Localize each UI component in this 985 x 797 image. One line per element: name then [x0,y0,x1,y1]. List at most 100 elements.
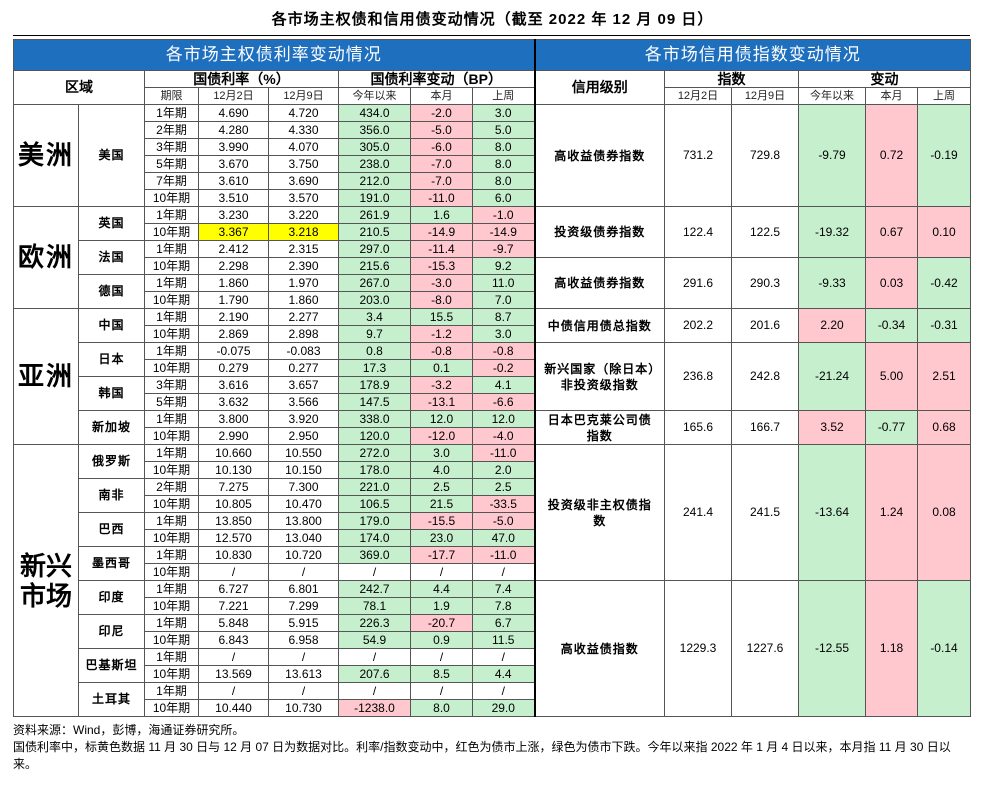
yield-date1-cell: 0.279 [198,359,269,377]
yield-week-cell: -6.6 [472,393,535,411]
term-cell: 1年期 [144,274,199,292]
term-cell: 1年期 [144,580,199,598]
term-cell: 10年期 [144,597,199,615]
yield-week-cell: 29.0 [472,699,535,717]
yield-week-cell: -4.0 [472,427,535,445]
country-label: 美国 [78,104,145,207]
yield-mtd-cell: -0.8 [410,342,473,360]
term-cell: 10年期 [144,495,199,513]
yield-mtd-cell: 21.5 [410,495,473,513]
yield-date1-cell: 2.298 [198,257,269,275]
credit-index-name: 高收益债券指数 [533,257,665,309]
credit-index-name: 高收益债券指数 [533,104,665,207]
credit-ytd-cell: 3.52 [798,410,866,445]
credit-date2-cell: 242.8 [731,342,799,411]
term-cell: 7年期 [144,172,199,190]
term-cell: 10年期 [144,461,199,479]
page-title: 各市场主权债和信用债变动情况（截至 2022 年 12 月 09 日） [271,11,714,28]
yield-week-cell: 11.5 [472,631,535,649]
country-label: 巴西 [78,512,145,547]
yield-week-cell: 8.0 [472,172,535,190]
yield-mtd-cell: -11.4 [410,240,473,258]
yield-week-cell: 6.7 [472,614,535,632]
yield-mtd-cell: -14.9 [410,223,473,241]
yield-mtd-cell: 4.0 [410,461,473,479]
yield-ytd-cell: 297.0 [338,240,411,258]
mtd-header: 本月 [410,87,473,105]
credit-ytd-cell: -9.33 [798,257,866,309]
table-row: 10年期 13.569 13.613 207.6 8.5 4.4 [14,665,971,683]
yield-mtd-cell: 12.0 [410,410,473,428]
yield-mtd-cell: -15.3 [410,257,473,275]
yield-ytd-cell: 9.7 [338,325,411,343]
yield-date2-cell: 7.299 [268,597,339,615]
yield-ytd-cell: 338.0 [338,410,411,428]
yield-mtd-cell: -3.0 [410,274,473,292]
country-label: 日本 [78,342,145,377]
yield-ytd-cell: 191.0 [338,189,411,207]
yield-ytd-cell: 221.0 [338,478,411,496]
yield-week-cell: 8.0 [472,138,535,156]
yield-ytd-cell: 0.8 [338,342,411,360]
region-header: 区域 [13,70,145,105]
yield-date2-cell: 10.550 [268,444,339,462]
term-cell: 10年期 [144,257,199,275]
credit-index-name: 投资级债券指数 [533,206,665,258]
yield-date2-cell: 6.801 [268,580,339,598]
term-cell: 1年期 [144,546,199,564]
yield-date2-cell: 3.750 [268,155,339,173]
yield-date1-cell: 10.440 [198,699,269,717]
yield-date2-cell: 10.470 [268,495,339,513]
table-row: 日本 1年期 -0.075 -0.083 0.8 -0.8 -0.8 新兴国家（除日本）非投资… [14,342,971,411]
yield-date1-cell: 10.130 [198,461,269,479]
yield-date2-cell: 2.950 [268,427,339,445]
term-cell: 5年期 [144,393,199,411]
yield-header: 国债利率（%） [144,70,339,88]
credit-week-cell: 2.51 [917,342,971,411]
yield-mtd-cell: -6.0 [410,138,473,156]
term-cell: 1年期 [144,104,199,122]
credit-index-name: 中债信用债总指数 [533,308,665,343]
table-row: 10年期 2.990 2.950 120.0 -12.0 -4.0 [14,427,971,445]
bond-change-table-wrap: 各市场主权债利率变动情况 各市场信用债指数变动情况 区域 国债利率（%） 国债利… [13,39,971,717]
yield-date1-cell: 12.570 [198,529,269,547]
table-row: 新加坡 1年期 3.800 3.920 338.0 12.0 12.0 日本巴克莱公司债指数 1… [14,410,971,445]
table-row: 巴西 1年期 13.850 13.800 179.0 -15.5 -5.0 [14,512,971,547]
term-cell: 2年期 [144,478,199,496]
yield-mtd-cell: 0.9 [410,631,473,649]
credit-week-cell: -0.14 [917,580,971,717]
country-label: 土耳其 [78,682,145,717]
yield-ytd-cell: 434.0 [338,104,411,122]
yield-date2-cell: 3.570 [268,189,339,207]
credit-date2-cell: 122.5 [731,206,799,258]
credit-date1-cell: 291.6 [664,257,732,309]
credit-ytd-cell: -9.79 [798,104,866,207]
country-label: 南非 [78,478,145,513]
yield-ytd-cell: / [338,648,411,666]
yield-date1-cell: / [198,648,269,666]
yield-mtd-cell: -12.0 [410,427,473,445]
term-cell: 1年期 [144,648,199,666]
yield-date2-cell: -0.083 [268,342,339,360]
yield-date2-cell: 10.720 [268,546,339,564]
yield-mtd-cell: -13.1 [410,393,473,411]
yield-date2-cell: 4.720 [268,104,339,122]
credit-mtd-cell: 1.24 [865,444,918,581]
credit-date2-cell: 1227.6 [731,580,799,717]
yield-date1-cell: 3.670 [198,155,269,173]
credit-index-name: 高收益债指数 [533,580,665,717]
credit-ytd-cell: -19.32 [798,206,866,258]
yield-ytd-cell: 215.6 [338,257,411,275]
yield-week-cell: -1.0 [472,206,535,224]
credit-mtd-cell: 0.67 [865,206,918,258]
yield-date2-cell: / [268,563,339,581]
yield-date1-cell: 5.848 [198,614,269,632]
yield-week-cell: 7.8 [472,597,535,615]
yield-date2-cell: 13.040 [268,529,339,547]
table-row: 5年期 3.670 3.750 238.0 -7.0 8.0 [14,155,971,173]
yield-date1-cell: 2.412 [198,240,269,258]
region-label: 新兴市场 [13,444,79,717]
yield-week-cell: 6.0 [472,189,535,207]
week-header: 上周 [472,87,535,105]
yield-week-cell: 2.0 [472,461,535,479]
